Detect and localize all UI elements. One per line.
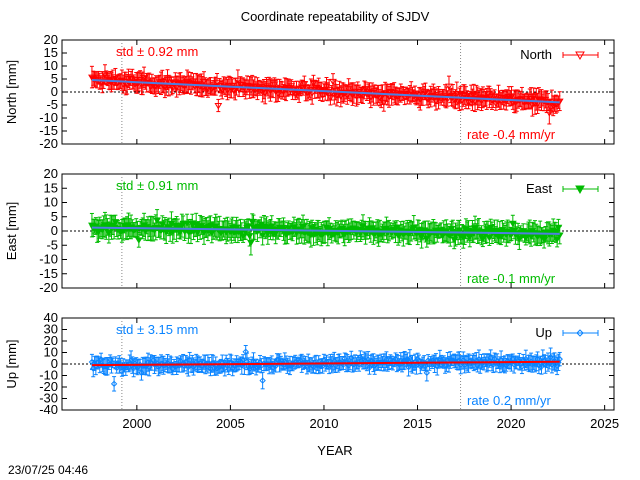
x-axis-label: YEAR	[317, 443, 352, 458]
data-point-north	[213, 79, 221, 87]
data-point-north	[445, 83, 453, 91]
legend-label-east: East	[526, 181, 552, 196]
data-point-up	[366, 364, 373, 371]
data-point-east	[134, 237, 143, 244]
data-point-up	[221, 365, 229, 372]
data-point-east	[245, 233, 254, 240]
legend-north: North	[520, 47, 599, 62]
y-tick-label-east: 15	[44, 180, 58, 195]
data-point-up	[242, 348, 249, 355]
y-tick-label-east: -5	[46, 237, 58, 252]
x-tick-labels: 2000 2005 2010 2015 2020 2025	[122, 416, 619, 431]
data-point-east	[485, 234, 494, 242]
x-tick-label: 2010	[310, 416, 339, 431]
y-tick-label-up: -10	[39, 368, 58, 383]
trend-line-north	[91, 79, 560, 104]
std-label-east: std ± 0.91 mm	[116, 178, 198, 193]
rate-label-east: rate -0.1 mm/yr	[467, 271, 556, 286]
x-tick-label: 2005	[216, 416, 245, 431]
data-point-north	[233, 77, 242, 85]
chart-title: Coordinate repeatability of SJDV	[241, 9, 430, 24]
y-tick-label-up: -40	[39, 402, 58, 417]
y-tick-label-north: 0	[51, 84, 58, 99]
y-tick-label-east: -20	[39, 280, 58, 295]
data-point-up	[423, 369, 431, 377]
std-label-up: std ± 3.15 mm	[116, 322, 198, 337]
data-point-up	[259, 377, 266, 384]
x-tick-label: 2000	[122, 416, 151, 431]
legend-marker-north	[575, 51, 585, 61]
y-tick-label-up: 0	[51, 356, 58, 371]
y-tick-label-east: 10	[44, 195, 58, 210]
legend-label-north: North	[520, 47, 552, 62]
y-tick-label-up: -20	[39, 379, 58, 394]
y-axis-label-up: Up [mm]	[4, 339, 19, 388]
legend-label-up: Up	[535, 325, 552, 340]
rate-label-up: rate 0.2 mm/yr	[467, 393, 551, 408]
y-tick-label-up: 20	[44, 333, 58, 348]
y-tick-label-up: 30	[44, 322, 58, 337]
y-tick-label-up: 40	[44, 310, 58, 325]
data-point-up	[97, 356, 105, 363]
series-north	[88, 64, 564, 125]
y-tick-label-east: 0	[51, 223, 58, 238]
x-tick-label: 2025	[590, 416, 619, 431]
y-tick-label-north: -5	[46, 97, 58, 112]
std-label-north: std ± 0.92 mm	[116, 44, 198, 59]
series-up	[88, 345, 563, 392]
y-tick-label-north: 20	[44, 32, 58, 47]
y-axis-label-north: North [mm]	[4, 60, 19, 124]
y-tick-label-north: -20	[39, 136, 58, 151]
x-tick-label: 2015	[403, 416, 432, 431]
legend-up: Up	[535, 325, 599, 340]
legend-east: East	[526, 181, 599, 196]
data-point-north	[214, 103, 223, 110]
timestamp-label: 23/07/25 04:46	[8, 463, 88, 477]
y-axis-label-east: East [mm]	[4, 202, 19, 261]
y-tick-label-east: 20	[44, 166, 58, 181]
y-tick-label-north: 10	[44, 58, 58, 73]
data-point-up	[547, 353, 554, 361]
y-tick-label-east: 5	[51, 209, 58, 224]
y-tick-label-north: -10	[39, 110, 58, 125]
legend-marker-east	[575, 185, 585, 195]
y-tick-label-north: 5	[51, 71, 58, 86]
y-tick-label-up: -30	[39, 391, 58, 406]
trend-line-east	[91, 226, 560, 235]
rate-label-north: rate -0.4 mm/yr	[467, 127, 556, 142]
data-point-up	[110, 380, 118, 388]
legend-marker-up	[576, 329, 584, 337]
data-point-up	[556, 355, 563, 363]
y-tick-label-north: -15	[39, 123, 58, 138]
y-tick-label-north: 15	[44, 45, 58, 60]
data-point-east	[247, 239, 255, 247]
trend-line-up	[91, 360, 560, 367]
y-tick-label-east: -15	[39, 266, 58, 281]
data-point-north	[329, 78, 337, 86]
y-tick-label-east: -10	[39, 252, 58, 267]
data-point-east	[267, 223, 276, 230]
x-tick-label: 2020	[497, 416, 526, 431]
data-point-east	[553, 236, 562, 243]
y-tick-label-up: 10	[44, 345, 58, 360]
